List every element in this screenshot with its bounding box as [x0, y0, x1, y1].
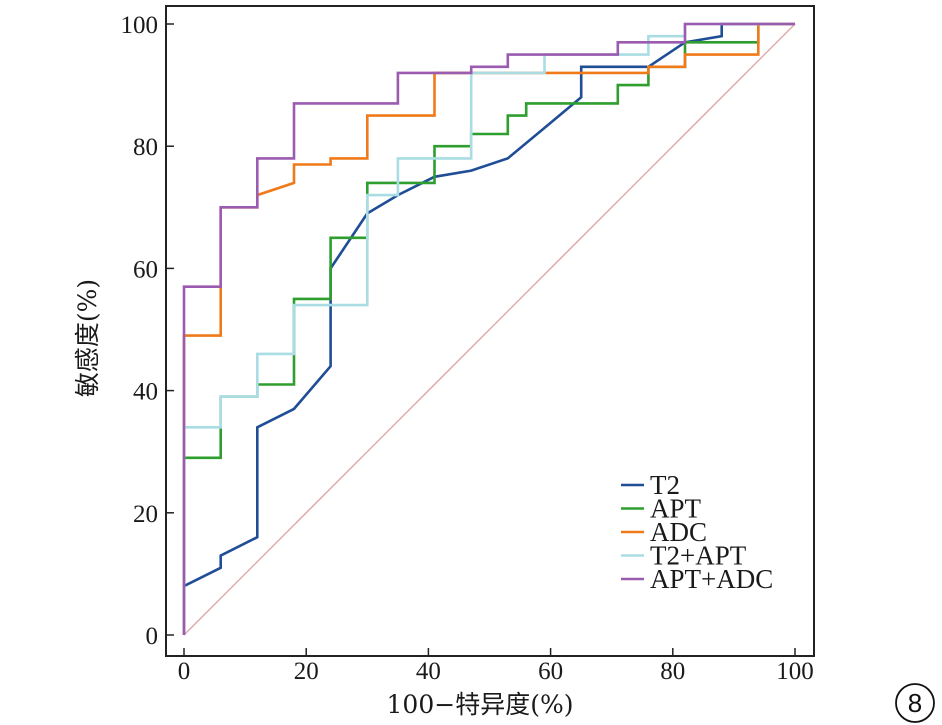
y-tick-label: 0 — [146, 623, 159, 650]
legend-label-apt: APT — [650, 494, 702, 524]
series-line-apt-plus-adc — [182, 22, 795, 635]
x-tick-label: 80 — [660, 658, 685, 685]
plot-frame — [165, 5, 815, 657]
x-tick-label: 20 — [294, 658, 319, 685]
y-tick-label: 80 — [133, 134, 158, 161]
y-tick-label: 40 — [133, 379, 158, 406]
y-axis-title: 敏感度(%) — [73, 279, 102, 397]
badge-label: 8 — [908, 688, 922, 718]
x-tick-label: 60 — [538, 658, 563, 685]
y-axis-ticks: 0 20 40 60 80 100 — [121, 12, 174, 650]
badge-circle — [895, 683, 935, 723]
y-tick-label: 60 — [133, 256, 158, 283]
x-tick-label: 100 — [776, 658, 814, 685]
legend-label-t2: T2 — [650, 470, 680, 500]
x-axis-title: 100−特异度(%) — [387, 690, 574, 719]
legend-label-apt-plus-adc: APT+ADC — [650, 564, 773, 594]
plot-lines — [182, 22, 796, 636]
figure-badge: 8 — [895, 683, 935, 723]
x-tick-label: 40 — [416, 658, 441, 685]
legend-label-adc: ADC — [650, 517, 707, 547]
y-tick-label: 20 — [133, 501, 158, 528]
x-axis-ticks: 0 20 40 60 80 100 — [178, 648, 814, 685]
legend-label-t2-plus-apt: T2+APT — [650, 541, 747, 571]
y-tick-label: 100 — [121, 12, 159, 39]
x-tick-label: 0 — [178, 658, 191, 685]
reference-diagonal-line — [183, 23, 796, 636]
